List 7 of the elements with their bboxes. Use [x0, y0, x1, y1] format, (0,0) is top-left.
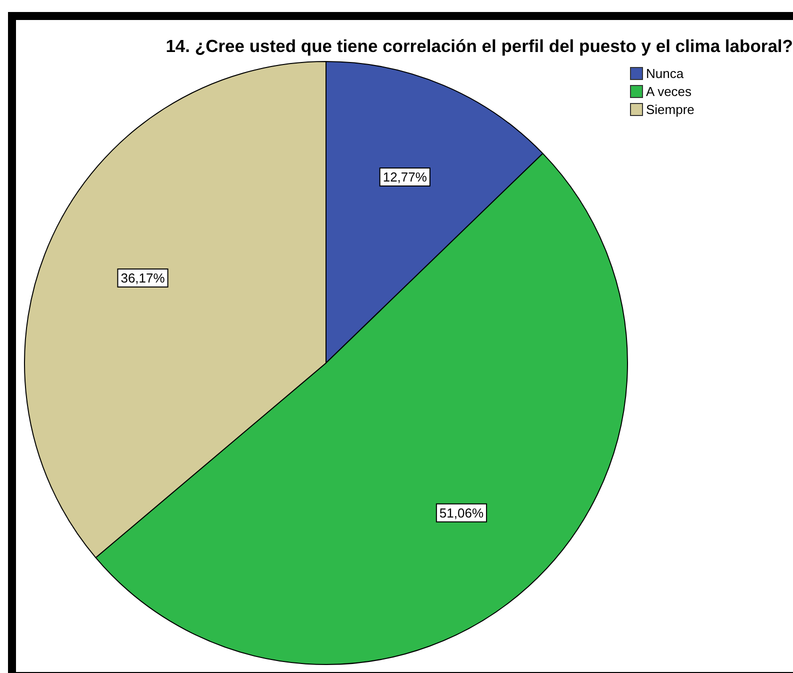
- legend-label: Nunca: [646, 66, 684, 80]
- data-label: 51,06%: [439, 505, 484, 520]
- data-label: 12,77%: [382, 170, 428, 185]
- legend-label: Siempre: [646, 102, 694, 116]
- data-label: 36,17%: [120, 270, 166, 286]
- chart-title: 14. ¿Cree usted que tiene correlación el perfil del puesto y el clima laboral?: [164, 36, 793, 57]
- legend-label: A veces: [646, 84, 692, 98]
